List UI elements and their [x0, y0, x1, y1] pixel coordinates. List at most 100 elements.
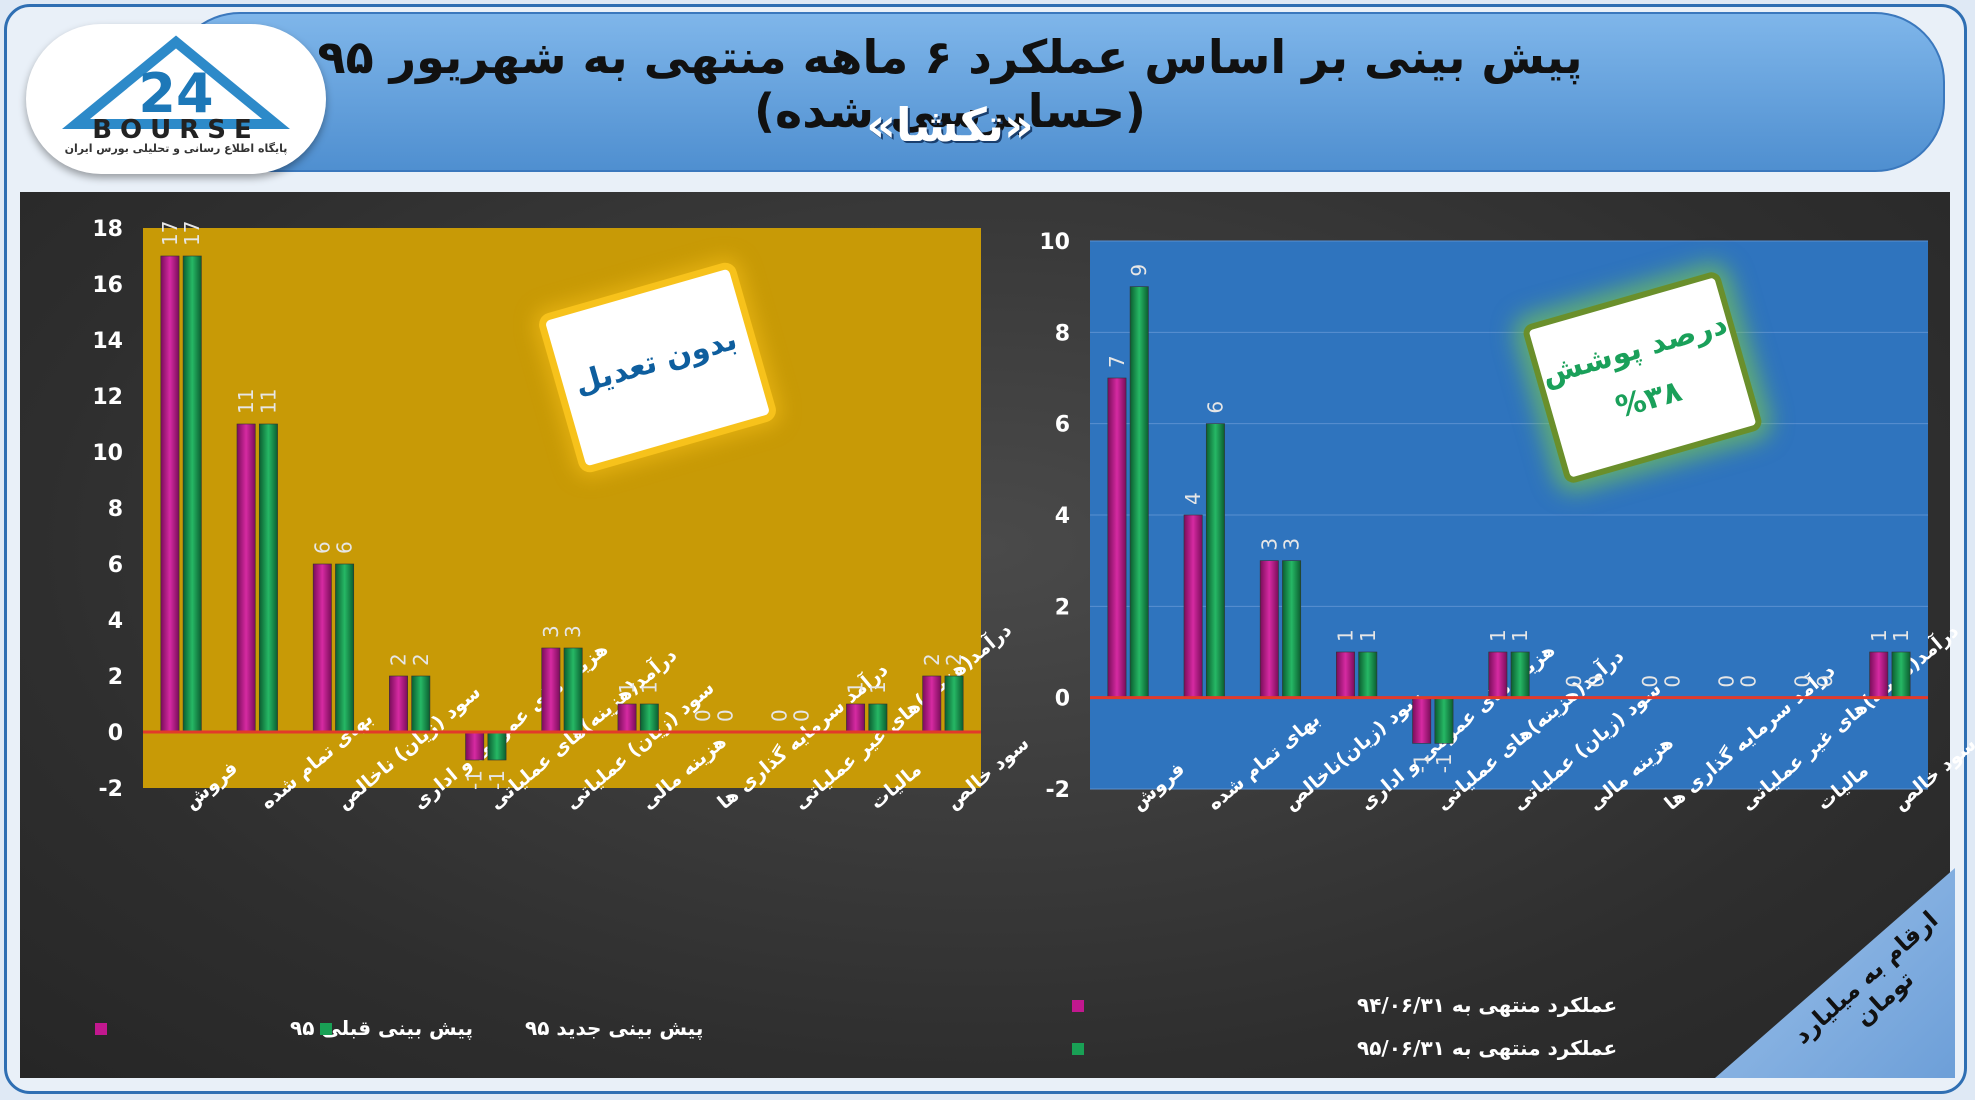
- bar: [1510, 651, 1530, 698]
- data-label: 3: [1280, 538, 1304, 551]
- y-tick-label: 4: [108, 609, 123, 634]
- data-label: 6: [310, 541, 334, 554]
- bar: [1434, 697, 1454, 744]
- bar: [312, 563, 332, 733]
- legend-swatch: [1072, 1043, 1084, 1055]
- y-tick-label: 18: [92, 217, 123, 242]
- data-label: 1: [1333, 629, 1357, 642]
- bar: [541, 647, 561, 733]
- data-label: 0: [767, 709, 791, 722]
- bar: [258, 423, 278, 733]
- data-label: 0: [1791, 675, 1815, 688]
- bar: [944, 675, 964, 733]
- bar: [487, 731, 507, 761]
- bar: [922, 675, 942, 733]
- bourse24-logo: 24 BOURSE پایگاه اطلاع رسانی و تحلیلی بو…: [26, 24, 326, 174]
- page-title: پیش بینی بر اساس عملکرد ۶ ماهه منتهی به …: [317, 30, 1583, 138]
- data-label: -1: [1432, 753, 1456, 773]
- legend-label: پیش بینی جدید ۹۵: [525, 1016, 703, 1041]
- legend-swatch: [95, 1023, 107, 1035]
- data-label: 0: [714, 709, 738, 722]
- bar: [1336, 651, 1355, 698]
- data-label: 1: [1889, 629, 1913, 642]
- data-label: 11: [234, 389, 258, 414]
- bar: [1183, 514, 1203, 698]
- y-tick-label: 2: [1055, 595, 1070, 620]
- data-label: 0: [1661, 675, 1685, 688]
- data-label: -1: [1410, 753, 1434, 773]
- data-label: 0: [790, 709, 814, 722]
- bar: [335, 563, 355, 733]
- bar: [465, 731, 485, 761]
- logo-graphic: 24 BOURSE: [62, 35, 290, 145]
- y-tick-label: -2: [1046, 778, 1070, 803]
- data-label: 11: [256, 389, 280, 414]
- data-label: 17: [158, 221, 182, 246]
- data-label: 1: [1867, 629, 1891, 642]
- y-tick-label: 6: [1055, 413, 1070, 438]
- bar: [617, 703, 637, 733]
- legend-label: پیش بینی قبلی ۹۵: [290, 1016, 473, 1041]
- data-label: 2: [920, 653, 944, 666]
- bar: [411, 675, 431, 733]
- bar: [868, 703, 888, 733]
- logo-text: BOURSE: [92, 115, 260, 144]
- data-label: 7: [1105, 355, 1129, 368]
- data-label: 1: [615, 681, 639, 694]
- title-banner: [170, 12, 1945, 172]
- bar: [1412, 697, 1432, 744]
- bar: [1259, 560, 1279, 698]
- bar: [1282, 560, 1302, 698]
- bar: [1205, 423, 1225, 698]
- legend-label: عملکرد منتهی به ۹۵/۰۶/۳۱: [1357, 1036, 1617, 1060]
- logo-number: 24: [138, 62, 213, 125]
- data-label: 1: [1508, 629, 1532, 642]
- data-label: 0: [1714, 675, 1738, 688]
- bar: [160, 255, 180, 733]
- data-label: -1: [463, 770, 487, 790]
- y-tick-label: 6: [108, 553, 123, 578]
- y-tick-label: 0: [108, 721, 123, 746]
- data-label: 0: [1737, 675, 1761, 688]
- data-label: 1: [866, 681, 890, 694]
- bar: [563, 647, 583, 733]
- data-label: 1: [1486, 629, 1510, 642]
- bar: [236, 423, 256, 733]
- data-label: 3: [1257, 538, 1281, 551]
- y-tick-label: 8: [108, 497, 123, 522]
- y-tick-label: 12: [92, 385, 123, 410]
- data-label: 0: [1638, 675, 1662, 688]
- data-label: 3: [539, 625, 563, 638]
- logo-subtitle: پایگاه اطلاع رسانی و تحلیلی بورس ایران: [64, 142, 288, 155]
- data-label: 0: [1584, 675, 1608, 688]
- bar: [1488, 651, 1508, 698]
- data-label: 9: [1127, 264, 1151, 277]
- bar: [639, 703, 659, 733]
- data-label: 0: [691, 709, 715, 722]
- data-label: 0: [1813, 675, 1837, 688]
- bar: [1107, 377, 1127, 698]
- bar: [182, 255, 202, 733]
- data-label: 2: [409, 653, 433, 666]
- data-label: 1: [844, 681, 868, 694]
- legend-label: عملکرد منتهی به ۹۴/۰۶/۳۱: [1357, 993, 1617, 1017]
- y-tick-label: 2: [108, 665, 123, 690]
- data-label: 0: [1562, 675, 1586, 688]
- data-label: 1: [637, 681, 661, 694]
- legend-swatch: [320, 1023, 332, 1035]
- bar: [389, 675, 408, 733]
- bar: [1129, 286, 1149, 698]
- bar: [1891, 651, 1911, 698]
- bar: [1869, 651, 1889, 698]
- data-label: 6: [333, 541, 357, 554]
- company-name: «تکشا»: [866, 98, 1034, 152]
- legend-swatch: [1072, 1000, 1084, 1012]
- data-label: 1: [1356, 629, 1380, 642]
- y-tick-label: 0: [1055, 687, 1070, 712]
- y-tick-label: -2: [99, 777, 123, 802]
- y-tick-label: 16: [92, 273, 123, 298]
- y-tick-label: 10: [1039, 230, 1070, 255]
